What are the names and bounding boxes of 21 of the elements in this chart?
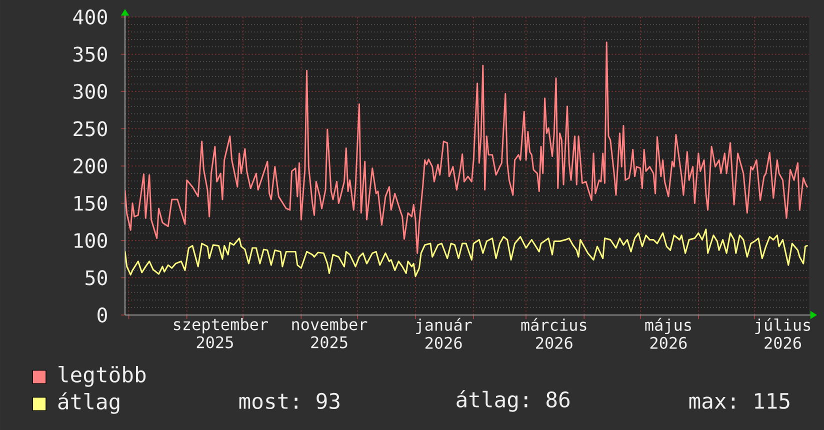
x-tick-label: március 2026	[521, 318, 586, 349]
legend-label: legtöbb	[58, 366, 146, 387]
x-tick-label: július 2026	[755, 318, 810, 349]
x-tick-label: szeptember 2025	[174, 318, 268, 348]
x-tick-label: november 2025	[292, 318, 368, 348]
line-series	[125, 42, 808, 254]
y-tick-label: 300	[74, 84, 107, 100]
y-tick-label: 50	[86, 270, 107, 286]
legend-label: átlag	[58, 392, 120, 414]
y-tick-label: 400	[73, 9, 107, 25]
text: átlag: 86	[456, 390, 570, 412]
y-tick-label: 250	[74, 121, 107, 136]
x-tick-label: január 2026	[416, 318, 472, 349]
text: max: 115	[689, 393, 790, 409]
text: most: 93	[239, 392, 340, 410]
y-tick-label: 150	[74, 196, 107, 211]
y-tick-label: 200	[74, 158, 107, 174]
y-tick-label: 100	[74, 232, 107, 248]
y-tick-label: 0	[98, 307, 107, 323]
y-tick-label: 350	[74, 46, 107, 62]
x-tick-label: május 2026	[645, 318, 691, 349]
